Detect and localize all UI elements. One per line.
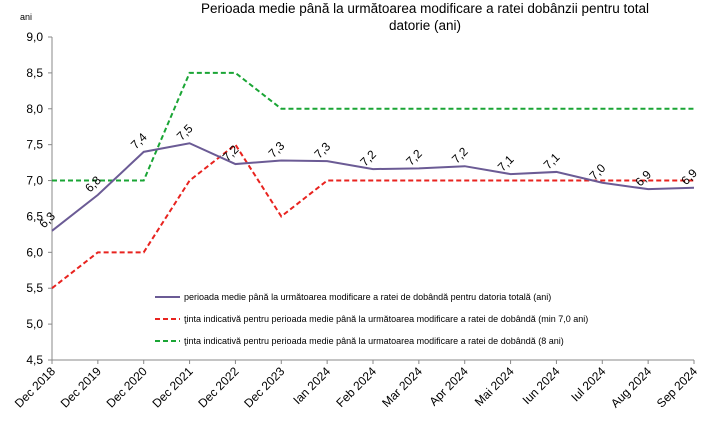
data-label: 6,9: [632, 167, 654, 189]
x-tick-label: Iul 2024: [568, 364, 608, 404]
y-tick-label: 8,0: [26, 102, 43, 116]
y-tick-label: 5,5: [26, 281, 43, 295]
x-tick-label: Ian 2024: [290, 364, 333, 407]
legend-label: perioada medie până la următoarea modifi…: [184, 292, 551, 302]
x-tick-label: Feb 2024: [333, 364, 379, 410]
x-tick-label: Dec 2022: [195, 364, 241, 410]
series-line: [52, 71, 694, 182]
x-tick-label: Dec 2023: [241, 364, 287, 410]
x-tick-label: Mar 2024: [379, 364, 425, 410]
x-tick-label: Dec 2020: [104, 364, 150, 410]
x-tick-label: Dec 2021: [149, 364, 195, 410]
x-tick-label: Dec 2018: [12, 364, 58, 410]
legend-label: ţinta indicativă pentru perioada medie p…: [184, 314, 588, 324]
y-tick-label: 5,0: [26, 317, 43, 331]
x-tick-label: Sep 2024: [654, 364, 700, 410]
data-label: 7,5: [174, 121, 196, 143]
y-unit: ani: [20, 12, 32, 22]
legend-label: ţinta indicativă pentru perioada medie p…: [184, 336, 564, 346]
y-tick-label: 6,0: [26, 245, 43, 259]
data-label: 6,9: [678, 166, 700, 188]
data-label: 7,3: [311, 139, 333, 161]
series-line: [51, 143, 694, 290]
y-tick-label: 9,0: [26, 30, 43, 44]
data-label: 7,1: [495, 152, 517, 174]
x-tick-label: Iun 2024: [520, 364, 563, 407]
series-line: [51, 142, 695, 232]
x-tick-label: Mai 2024: [472, 364, 517, 409]
y-tick-label: 7,0: [26, 174, 43, 188]
data-label: 7,1: [541, 150, 563, 172]
y-tick-label: 6,5: [26, 209, 43, 223]
data-label: 7,2: [403, 146, 425, 168]
data-label: 7,3: [266, 139, 288, 161]
data-label: 7,4: [128, 130, 150, 152]
x-tick-label: Apr 2024: [426, 364, 471, 409]
y-tick-label: 8,5: [26, 66, 43, 80]
x-tick-label: Dec 2019: [58, 364, 104, 410]
data-label: 7,2: [449, 144, 471, 166]
y-tick-label: 7,5: [26, 138, 43, 152]
chart-title: Perioada medie până la următoarea modifi…: [201, 1, 649, 16]
y-tick-label: 4,5: [26, 353, 43, 367]
x-tick-label: Aug 2024: [608, 364, 654, 410]
chart-title: datorie (ani): [389, 18, 461, 33]
data-label: 7,2: [220, 142, 242, 164]
data-label: 7,2: [357, 147, 379, 169]
